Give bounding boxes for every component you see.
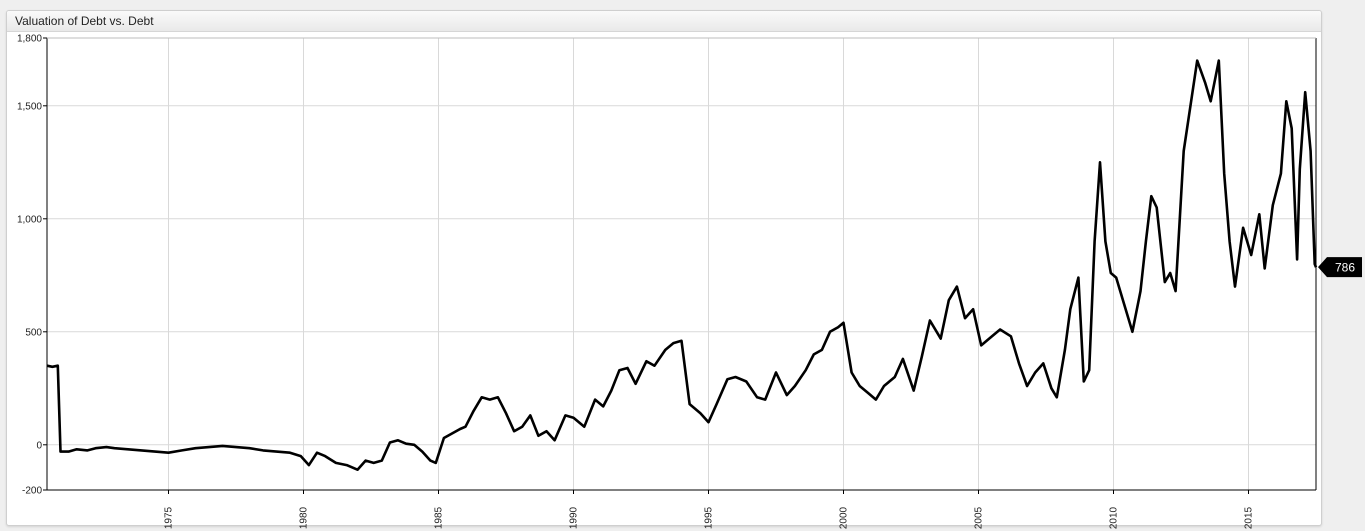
series-line bbox=[46, 59, 1318, 471]
last-value-marker bbox=[1318, 257, 1362, 278]
x-tick-label: 1980 bbox=[299, 506, 310, 529]
x-tick-label: 1995 bbox=[704, 506, 715, 529]
x-tick-label: 2000 bbox=[839, 506, 850, 529]
y-tick-label: 1,800 bbox=[17, 34, 42, 45]
y-tick-label: 1,000 bbox=[17, 214, 42, 225]
y-tick-label: -200 bbox=[22, 486, 42, 497]
y-tick-label: 0 bbox=[36, 440, 42, 451]
x-tick-label: 2010 bbox=[1109, 506, 1120, 529]
x-tick-label: 2015 bbox=[1244, 506, 1255, 529]
y-tick-label: 500 bbox=[25, 327, 42, 338]
x-tick-label: 1990 bbox=[569, 506, 580, 529]
chart-panel: Valuation of Debt vs. Debt bbox=[6, 10, 1322, 526]
y-tick-label: 1,500 bbox=[17, 101, 42, 112]
chart-title: Valuation of Debt vs. Debt bbox=[7, 11, 1321, 32]
x-tick-label: 1975 bbox=[164, 506, 175, 529]
x-tick-label: 2005 bbox=[974, 506, 985, 529]
x-tick-label: 1985 bbox=[434, 506, 445, 529]
last-value-label: 786 bbox=[1335, 261, 1355, 275]
